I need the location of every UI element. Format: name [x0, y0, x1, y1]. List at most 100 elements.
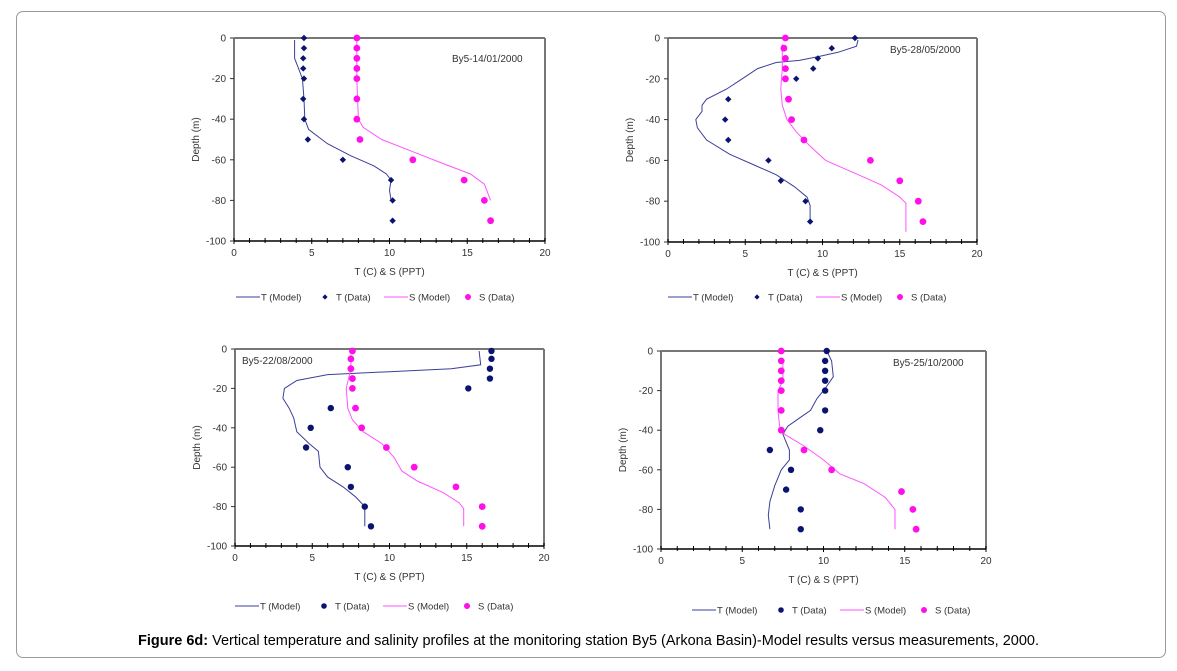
legend-t-data-swatch [322, 294, 328, 300]
t-data-point [486, 375, 494, 382]
panel-by5-25-10: 0 5 10 15 20 0 -20 -40 -60 -80 -100 T (C) & S (PPT)… [618, 347, 992, 617]
s-data-point [777, 407, 785, 414]
x-tick-label: 0 [665, 249, 671, 260]
s-data-point [777, 347, 785, 355]
y-tick-label: -100 [207, 542, 227, 553]
s-data-point [478, 503, 486, 510]
y-tick-label: 0 [654, 34, 660, 45]
legend-s-data-swatch [921, 607, 927, 613]
s-data-point [782, 55, 789, 62]
x-tick-label: 0 [231, 248, 237, 259]
s-data-point [777, 377, 785, 385]
s-data-point [866, 157, 874, 164]
s-data-point [349, 347, 356, 355]
t-data-point [823, 347, 830, 355]
s-model-line [780, 44, 907, 232]
t-data-point [802, 198, 809, 205]
x-tick-label: 10 [384, 553, 396, 564]
t-data-point [300, 34, 308, 42]
x-tick-label: 15 [461, 553, 473, 564]
t-data-point [347, 483, 355, 491]
y-tick-label: -80 [646, 197, 661, 208]
t-data-point [488, 355, 495, 363]
s-model-line [777, 358, 896, 530]
t-data-point [488, 347, 495, 355]
legend-s-model-label: S (Model) [408, 602, 449, 613]
t-data-point [821, 407, 829, 414]
y-tick-label: -60 [639, 465, 654, 476]
s-data-point [782, 34, 789, 42]
s-model-line [345, 354, 465, 527]
s-data-point [912, 525, 920, 533]
t-data-point [486, 365, 494, 372]
t-data-point [361, 503, 368, 510]
t-data-point [806, 218, 814, 225]
t-data-point [300, 75, 308, 82]
x-axis-title: T (C) & S (PPT) [787, 268, 857, 279]
t-model-line [767, 350, 834, 530]
t-model-line [695, 39, 859, 222]
x-axis-title: T (C) & S (PPT) [788, 575, 858, 586]
x-tick-label: 10 [818, 556, 830, 567]
chart-legend: T (Model) T (Data) S (Model) S (Data) [236, 293, 514, 304]
panel-by5-28-05: 0 5 10 15 20 0 -20 -40 -60 -80 -100 T (C) & S (PPT)… [625, 34, 983, 304]
s-data-point [896, 177, 904, 185]
t-data-point [300, 44, 308, 52]
y-tick-label: -40 [639, 426, 654, 437]
y-tick-label: -80 [639, 505, 654, 516]
t-data-point [821, 377, 829, 384]
legend-t-data-swatch [754, 294, 760, 300]
t-data-point [344, 464, 351, 471]
s-data-point [777, 387, 785, 394]
s-data-point [909, 506, 917, 513]
t-data-point [721, 116, 729, 123]
figure-caption: Figure 6d: Vertical temperature and sali… [0, 633, 1177, 649]
x-tick-label: 20 [971, 249, 983, 260]
s-data-point [409, 156, 417, 164]
caption-label: Figure 6d: [137, 633, 209, 649]
y-tick-label: -20 [639, 386, 654, 397]
chart-legend: T (Model) T (Data) S (Model) S (Data) [668, 293, 946, 304]
legend-s-data-swatch [464, 603, 470, 609]
s-data-point [358, 424, 366, 432]
legend-s-model-label: S (Model) [409, 293, 450, 304]
s-data-point [478, 522, 486, 530]
t-data-point [821, 367, 829, 374]
t-data-point [821, 387, 829, 394]
y-axis-title: Depth (m) [192, 425, 203, 469]
s-data-point [352, 404, 359, 412]
legend-s-model-label: S (Model) [841, 293, 882, 304]
x-tick-label: 15 [899, 556, 911, 567]
s-data-point [788, 116, 795, 123]
y-tick-label: -20 [646, 74, 661, 85]
y-tick-label: -20 [212, 74, 227, 85]
x-tick-label: 10 [384, 248, 396, 259]
s-data-point [480, 197, 488, 204]
legend-s-data-swatch [897, 294, 903, 300]
x-tick-label: 0 [658, 556, 664, 567]
x-tick-label: 5 [309, 553, 315, 564]
t-data-point [814, 55, 822, 62]
y-tick-label: -60 [213, 463, 228, 474]
s-data-point [777, 426, 785, 434]
s-data-point [347, 355, 355, 363]
t-data-point [299, 95, 307, 103]
y-tick-label: -60 [646, 156, 661, 167]
t-model-line [294, 40, 392, 201]
caption-text: Vertical temperature and salinity profil… [208, 633, 1039, 649]
figure-frame [16, 11, 1166, 658]
s-data-point [349, 375, 356, 382]
y-tick-label: -40 [212, 115, 227, 126]
legend-s-model-label: S (Model) [865, 606, 906, 617]
t-data-point [300, 116, 308, 123]
t-data-point [299, 65, 307, 72]
legend-t-data-label: T (Data) [792, 606, 827, 617]
s-data-point [898, 488, 905, 495]
t-data-point [851, 34, 859, 42]
chart-legend: T (Model) T (Data) S (Model) S (Data) [235, 602, 513, 613]
legend-t-data-swatch [778, 607, 784, 613]
legend-t-data-label: T (Data) [336, 293, 371, 304]
x-tick-label: 20 [539, 248, 551, 259]
s-data-point [914, 197, 922, 205]
x-axis-title: T (C) & S (PPT) [354, 572, 424, 583]
